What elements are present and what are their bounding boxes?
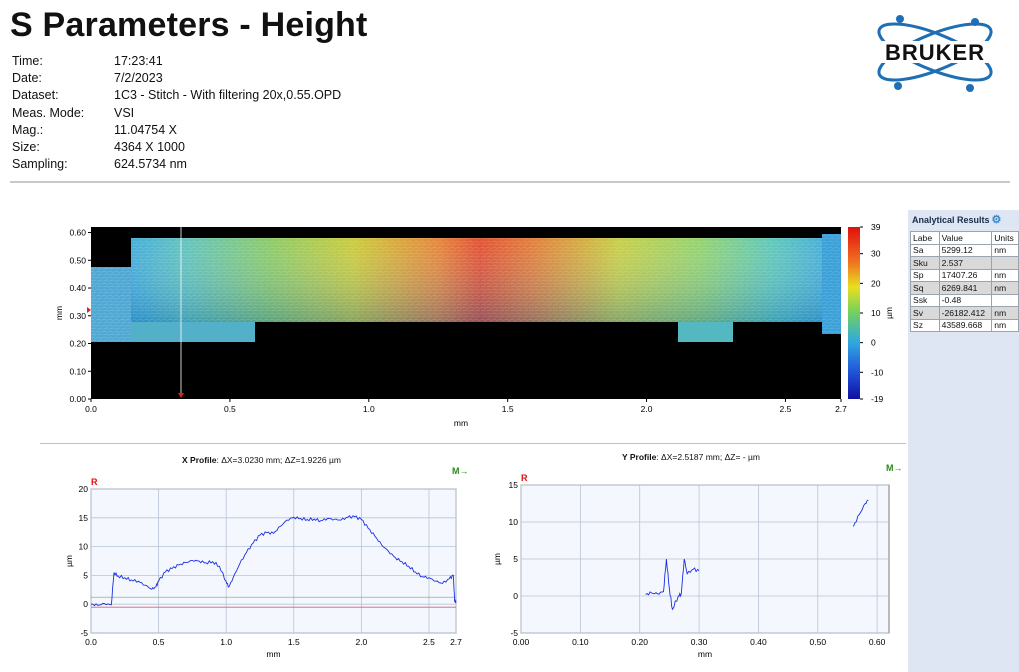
results-title-text: Analytical Results (912, 215, 990, 225)
result-unit: nm (992, 307, 1019, 320)
result-label: Sku (911, 257, 940, 270)
column-header[interactable]: Units (992, 232, 1019, 245)
result-unit (992, 257, 1019, 270)
results-title: Analytical Results ⚙ (912, 213, 1012, 226)
gear-icon[interactable]: ⚙ (992, 213, 1002, 226)
y-tick-label: 5 (513, 554, 518, 564)
y-profile-chart[interactable]: 0.00 0.10 0.20 0.30 0.40 0.50 0.60 15 10 5 0 -5 mm µm… (0, 0, 906, 672)
result-value: 2.537 (939, 257, 992, 270)
result-value: 17407.26 (939, 269, 992, 282)
table-row: Sz 43589.668 nm (911, 319, 1019, 332)
result-unit: nm (992, 269, 1019, 282)
results-table: Labe Value Units Sa 5299.12 nm Sku 2.537 Sp… (910, 231, 1019, 332)
table-row: Sa 5299.12 nm (911, 244, 1019, 257)
table-row: Sq 6269.841 nm (911, 282, 1019, 295)
column-header[interactable]: Labe (911, 232, 940, 245)
cursor-marker-m: M→ (886, 463, 903, 473)
x-tick-label: 0.00 (513, 637, 530, 647)
y-tick-label: 15 (509, 480, 519, 490)
result-unit: nm (992, 282, 1019, 295)
result-label: Sv (911, 307, 940, 320)
result-label: Sa (911, 244, 940, 257)
result-unit: nm (992, 319, 1019, 332)
result-unit (992, 294, 1019, 307)
result-unit: nm (992, 244, 1019, 257)
y-tick-label: 0 (513, 591, 518, 601)
table-row: Ssk -0.48 (911, 294, 1019, 307)
x-axis-label: mm (698, 649, 712, 659)
table-row: Sku 2.537 (911, 257, 1019, 270)
x-tick-label: 0.30 (691, 637, 708, 647)
result-label: Ssk (911, 294, 940, 307)
y-axis-label: µm (492, 553, 502, 565)
result-value: 5299.12 (939, 244, 992, 257)
x-tick-label: 0.20 (631, 637, 648, 647)
table-row: Sv -26182.412 nm (911, 307, 1019, 320)
x-tick-label: 0.40 (750, 637, 767, 647)
x-tick-label: 0.60 (869, 637, 886, 647)
result-value: -26182.412 (939, 307, 992, 320)
table-row: Sp 17407.26 nm (911, 269, 1019, 282)
result-label: Sq (911, 282, 940, 295)
y-tick-label: -5 (510, 628, 518, 638)
result-label: Sp (911, 269, 940, 282)
results-header-row: Labe Value Units (911, 232, 1019, 245)
result-value: 43589.668 (939, 319, 992, 332)
y-tick-label: 10 (509, 517, 519, 527)
x-tick-label: 0.10 (572, 637, 589, 647)
x-tick-label: 0.50 (810, 637, 827, 647)
cursor-marker-r: R (521, 473, 528, 483)
result-value: -0.48 (939, 294, 992, 307)
column-header[interactable]: Value (939, 232, 992, 245)
result-value: 6269.841 (939, 282, 992, 295)
result-label: Sz (911, 319, 940, 332)
